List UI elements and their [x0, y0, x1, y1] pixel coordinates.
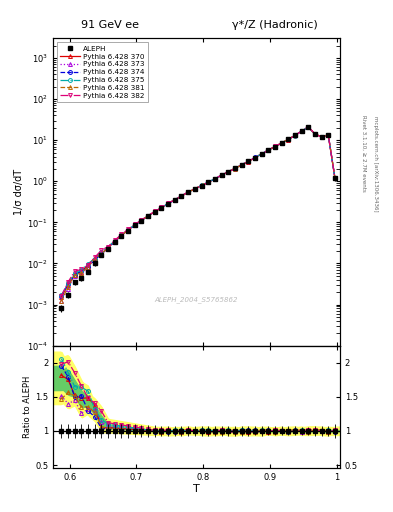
Text: Rivet 3.1.10, ≥ 2.7M events: Rivet 3.1.10, ≥ 2.7M events	[361, 115, 366, 192]
Text: 91 GeV ee: 91 GeV ee	[81, 19, 139, 30]
Legend: ALEPH, Pythia 6.428 370, Pythia 6.428 373, Pythia 6.428 374, Pythia 6.428 375, P: ALEPH, Pythia 6.428 370, Pythia 6.428 37…	[57, 42, 149, 102]
Text: ALEPH_2004_S5765862: ALEPH_2004_S5765862	[155, 296, 238, 303]
Text: γ*/Z (Hadronic): γ*/Z (Hadronic)	[232, 19, 318, 30]
Y-axis label: 1/σ dσ/dT: 1/σ dσ/dT	[14, 169, 24, 215]
Text: mcplots.cern.ch [arXiv:1306.3436]: mcplots.cern.ch [arXiv:1306.3436]	[373, 116, 378, 211]
Y-axis label: Ratio to ALEPH: Ratio to ALEPH	[23, 376, 32, 438]
X-axis label: T: T	[193, 484, 200, 494]
